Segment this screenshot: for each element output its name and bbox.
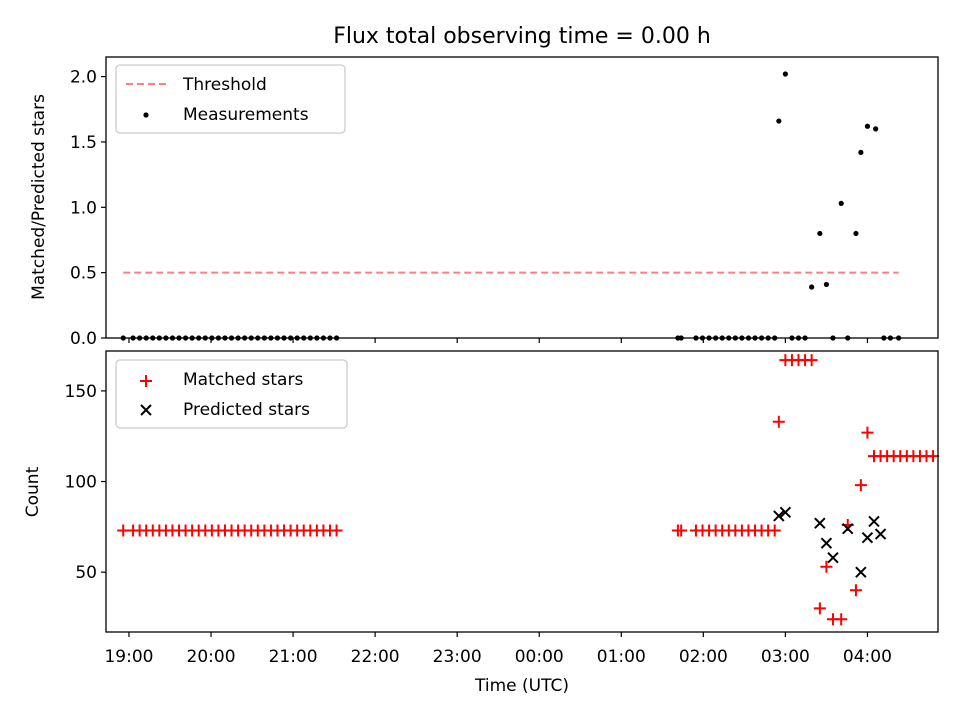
legend-predicted-swatch — [140, 404, 152, 416]
top-ytick-label: 1.0 — [70, 198, 97, 218]
measurement-point — [817, 230, 823, 237]
matched-star-point — [330, 524, 343, 537]
top-axes: 0.00.51.01.52.0 Matched/Predicted stars … — [29, 56, 939, 349]
bottom-axes: 50 100 150 19:00 20:00 21:00 22:00 23:00 00:00 0… — [23, 350, 940, 696]
bottom-axes-frame — [105, 350, 939, 633]
x-tick-label: 02:00 — [679, 647, 728, 667]
measurement-point — [864, 123, 871, 129]
legend-threshold-label: Threshold — [182, 75, 267, 95]
x-tick-label: 20:00 — [187, 647, 236, 667]
matched-star-point — [805, 354, 818, 367]
x-tick-label: 01:00 — [597, 647, 646, 667]
predicted-star-point — [779, 506, 792, 519]
measurement-point — [782, 71, 788, 77]
legend-matched-swatch — [140, 375, 152, 387]
matched-star-point — [772, 415, 785, 428]
top-y-ticks: 0.0 0.5 1.0 1.5 2.0 — [70, 68, 106, 349]
measurement-point — [873, 126, 879, 132]
bottom-legend: Matched stars Predicted stars — [115, 359, 348, 429]
top-legend-box — [115, 64, 346, 134]
bottom-plot-area — [117, 354, 940, 626]
matched-star-point — [927, 450, 940, 463]
matched-star-point — [854, 479, 867, 492]
predicted-star-point — [842, 522, 854, 535]
legend-measurements-label: Measurements — [183, 105, 309, 125]
top-axes-frame — [105, 56, 939, 339]
chart-title: Flux total observing time = 0.00 h — [333, 24, 711, 49]
matched-star-point — [849, 584, 862, 597]
x-tick-label: 19:00 — [104, 647, 153, 667]
measurement-point — [838, 200, 844, 206]
bottom-ytick-label: 50 — [75, 563, 97, 583]
bottom-legend-box — [115, 359, 348, 429]
top-ytick-label: 1.5 — [70, 133, 97, 153]
measurement-point — [823, 281, 830, 288]
bottom-y-ticks: 50 100 150 — [65, 382, 106, 583]
predicted-star-point — [868, 515, 880, 528]
x-tick-label: 21:00 — [269, 647, 318, 667]
matched-star-point — [835, 613, 848, 626]
top-y-axis-label: Matched/Predicted stars — [29, 94, 49, 300]
legend-measurements-swatch — [143, 112, 149, 118]
predicted-star-point — [827, 551, 839, 564]
x-tick-label: 04:00 — [843, 647, 892, 667]
bottom-x-ticks: 19:00 20:00 21:00 22:00 23:00 00:00 01:00 02:00… — [104, 632, 892, 667]
matched-star-point — [813, 602, 826, 615]
matched-star-point — [675, 524, 688, 537]
x-tick-label: 23:00 — [433, 647, 482, 667]
bottom-y-axis-label: Count — [23, 466, 43, 517]
bottom-ytick-label: 100 — [65, 473, 97, 493]
measurement-point — [776, 118, 782, 124]
legend-matched-label: Matched stars — [183, 370, 303, 390]
top-ytick-label: 0.0 — [70, 329, 97, 349]
bottom-ytick-label: 150 — [65, 382, 97, 402]
matched-star-point — [768, 524, 781, 537]
predicted-star-point — [855, 566, 867, 578]
x-tick-label: 00:00 — [515, 647, 564, 667]
x-tick-label: 22:00 — [351, 647, 400, 667]
predicted-star-point — [814, 517, 826, 529]
matched-star-point — [861, 426, 874, 439]
top-ytick-label: 0.5 — [70, 264, 97, 284]
predicted-star-point — [874, 528, 887, 540]
top-x-ticks — [128, 338, 869, 343]
predicted-star-point — [861, 532, 874, 544]
x-axis-label: Time (UTC) — [474, 676, 569, 696]
predicted-star-point — [820, 537, 833, 549]
x-tick-label: 03:00 — [761, 647, 810, 667]
matched-star-point — [820, 560, 833, 573]
legend-predicted-label: Predicted stars — [183, 400, 310, 420]
measurement-point — [809, 284, 815, 290]
measurement-point — [853, 230, 859, 237]
predicted-star-point — [773, 510, 785, 522]
top-legend: Threshold Measurements — [115, 64, 346, 134]
measurement-point — [858, 149, 864, 156]
top-ytick-label: 2.0 — [70, 68, 97, 88]
